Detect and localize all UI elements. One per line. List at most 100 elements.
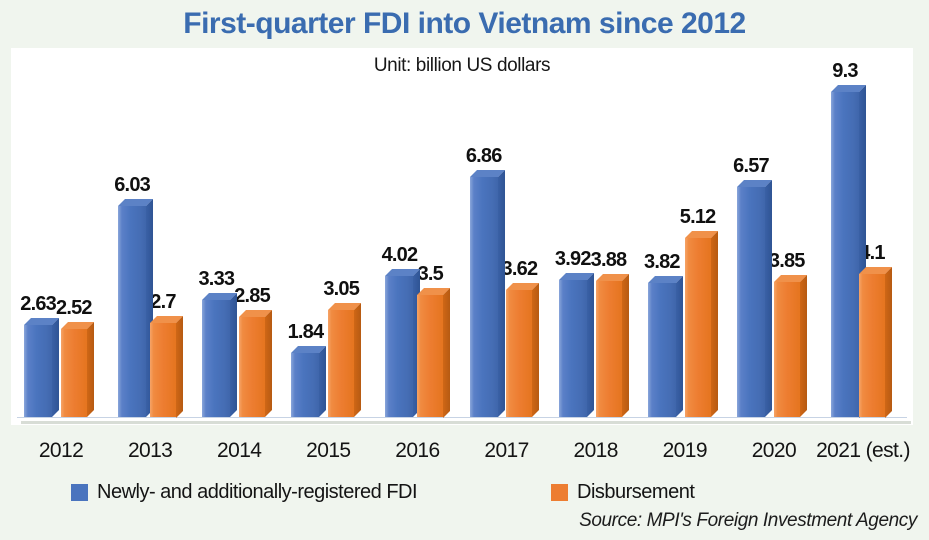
- bars-pair: 4.02 3.5: [368, 48, 456, 425]
- value-label: 3.92: [554, 247, 592, 270]
- value-label: 2.63: [20, 292, 57, 315]
- value-label: 1.84: [287, 320, 325, 343]
- year-label: 2013: [127, 439, 173, 462]
- year-label: 2020: [751, 439, 797, 462]
- value-label: 2.85: [234, 285, 271, 308]
- registered-bar-col-2020: 6.57: [733, 155, 770, 417]
- disbursement-bar-col-2015: 3.05: [323, 278, 360, 417]
- value-label: 6.86: [465, 144, 503, 167]
- bar-group-2013: 6.03 2.7 2013: [106, 48, 194, 478]
- legend-label-disbursement: Disbursement: [577, 481, 695, 503]
- value-label: 2.52: [56, 296, 93, 319]
- bar-group-2021-est-: 9.3 4.1 2021 (est.): [816, 48, 910, 478]
- registered-bar: [469, 176, 498, 417]
- bar-group-2020: 6.57 3.85 2020: [730, 48, 818, 478]
- floor-shadow-line: [21, 421, 911, 424]
- disbursement-bar: [239, 317, 266, 417]
- registered-bar-col-2021 (est.): 9.3: [830, 59, 859, 417]
- value-label: 3.05: [323, 278, 360, 301]
- value-label: 3.5: [417, 262, 444, 285]
- disbursement-bar: [858, 273, 885, 417]
- disbursement-bar: [60, 328, 87, 417]
- value-label: 3.82: [644, 251, 681, 274]
- legend-swatch-registered-icon: [71, 484, 88, 501]
- disbursement-bar: [417, 294, 444, 417]
- registered-bar: [647, 283, 676, 417]
- year-label: 2016: [395, 439, 440, 462]
- legend: Newly- and additionally-registered FDI D…: [0, 481, 929, 503]
- bar-group-2015: 1.84 3.05 2015: [284, 48, 372, 478]
- value-label: 3.62: [501, 258, 539, 281]
- year-label: 2019: [662, 439, 708, 462]
- unit-label: Unit: billion US dollars: [373, 55, 551, 76]
- bar-group-2014: 3.33 2.85 2014: [195, 48, 283, 478]
- bar-group-2016: 4.02 3.5 2016: [373, 48, 461, 478]
- disbursement-bar-col-2016: 3.5: [417, 262, 444, 417]
- year-label: 2012: [38, 439, 84, 462]
- year-label: 2021 (est.): [816, 439, 910, 462]
- disbursement-bar: [506, 290, 533, 417]
- value-label: 4.02: [381, 244, 419, 267]
- year-label: 2014: [217, 439, 262, 462]
- disbursement-bar-col-2020: 3.85: [769, 251, 805, 417]
- value-label: 3.88: [590, 249, 628, 272]
- disbursement-bar: [595, 281, 622, 417]
- value-label: 2.7: [150, 290, 176, 313]
- disbursement-bar: [328, 310, 355, 417]
- bar-groups: 2.63 2.52 2012 6.03 2.7 2013 3.33 2.85 2014 1.84 3…: [11, 48, 913, 478]
- disbursement-bar-col-2014: 2.85: [234, 285, 271, 417]
- bars-pair: 6.03 2.7: [101, 48, 189, 425]
- value-label: 6.57: [733, 155, 770, 178]
- bars-pair: 3.82 5.12: [636, 48, 724, 425]
- bars-pair: 6.86 3.62: [458, 48, 546, 425]
- chart-title: First-quarter FDI into Vietnam since 201…: [183, 7, 746, 40]
- year-label: 2018: [573, 439, 618, 462]
- disbursement-bar-col-2019: 5.12: [680, 207, 716, 417]
- registered-bar-col-2019: 3.82: [644, 251, 681, 417]
- category-axis-line: [17, 417, 907, 418]
- registered-bar: [737, 187, 765, 417]
- bars-pair: 9.3 4.1: [814, 48, 902, 425]
- registered-bar-col-2015: 1.84: [288, 322, 324, 417]
- registered-bar: [118, 205, 147, 417]
- bars-pair: 3.92 3.88: [547, 48, 635, 425]
- registered-bar-col-2017: 6.86: [466, 146, 502, 417]
- disbursement-bar-col-2013: 2.7: [149, 290, 176, 417]
- bar-group-2019: 3.82 5.12 2019: [641, 48, 729, 478]
- legend-swatch-disbursement-icon: [551, 484, 568, 501]
- bars-pair: 2.63 2.52: [12, 48, 100, 425]
- registered-bar-col-2014: 3.33: [198, 268, 235, 417]
- bar-group-2017: 6.86 3.62 2017: [463, 48, 551, 478]
- registered-bar: [385, 276, 414, 417]
- registered-bar: [291, 352, 320, 417]
- registered-bar: [558, 279, 587, 417]
- disbursement-bar-col-2018: 3.88: [591, 250, 627, 417]
- value-label: 3.85: [768, 250, 806, 273]
- registered-bar-col-2016: 4.02: [382, 245, 418, 417]
- bar-group-2012: 2.63 2.52 2012: [17, 48, 105, 478]
- legend-item-disbursement: Disbursement: [551, 481, 695, 504]
- value-label: 3.33: [198, 268, 235, 291]
- disbursement-bar-col-2017: 3.62: [502, 259, 538, 417]
- disbursement-bar: [149, 322, 176, 417]
- value-label: 9.3: [832, 59, 858, 82]
- registered-bar: [24, 324, 53, 417]
- value-label: 5.12: [679, 205, 717, 228]
- year-label: 2015: [306, 439, 351, 462]
- registered-bar-col-2012: 2.63: [20, 292, 57, 417]
- legend-label-registered: Newly- and additionally-registered FDI: [97, 481, 418, 503]
- registered-bar: [202, 300, 231, 417]
- registered-bar-col-2013: 6.03: [114, 173, 151, 417]
- legend-item-registered: Newly- and additionally-registered FDI: [71, 481, 418, 504]
- disbursement-bar: [684, 237, 711, 417]
- year-label: 2017: [484, 439, 529, 462]
- registered-bar: [830, 91, 859, 417]
- bars-pair: 6.57 3.85: [725, 48, 813, 425]
- bars-pair: 1.84 3.05: [279, 48, 367, 425]
- disbursement-bar-col-2012: 2.52: [56, 296, 93, 417]
- value-label: 6.03: [114, 173, 151, 196]
- registered-bar-col-2018: 3.92: [555, 249, 591, 417]
- bars-pair: 3.33 2.85: [190, 48, 278, 425]
- source-credit: Source: MPI's Foreign Investment Agency: [579, 510, 917, 531]
